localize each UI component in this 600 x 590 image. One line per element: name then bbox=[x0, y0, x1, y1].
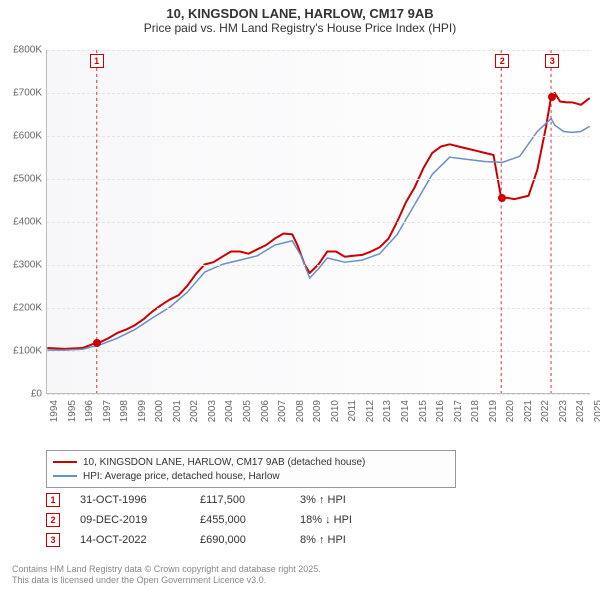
sale-marker-box: 3 bbox=[545, 54, 559, 68]
y-axis-label: £600K bbox=[0, 131, 42, 142]
sales-row-delta: 8% ↑ HPI bbox=[300, 534, 400, 546]
legend-row: 10, KINGSDON LANE, HARLOW, CM17 9AB (det… bbox=[53, 455, 449, 469]
sale-marker-box: 1 bbox=[90, 54, 104, 68]
series-line bbox=[47, 93, 589, 349]
footer-line-1: Contains HM Land Registry data © Crown c… bbox=[12, 564, 321, 575]
y-axis-label: £200K bbox=[0, 303, 42, 314]
sales-row-price: £117,500 bbox=[200, 494, 280, 506]
x-axis-label: 2025 bbox=[593, 400, 600, 422]
title-line-1: 10, KINGSDON LANE, HARLOW, CM17 9AB bbox=[10, 6, 590, 21]
footer-line-2: This data is licensed under the Open Gov… bbox=[12, 575, 321, 586]
y-gridline bbox=[47, 136, 590, 137]
legend-label: 10, KINGSDON LANE, HARLOW, CM17 9AB (det… bbox=[83, 457, 365, 468]
sales-row-date: 14-OCT-2022 bbox=[80, 534, 180, 546]
legend-row: HPI: Average price, detached house, Harl… bbox=[53, 469, 449, 483]
y-gridline bbox=[47, 222, 590, 223]
legend-swatch bbox=[53, 475, 77, 477]
y-gridline bbox=[47, 351, 590, 352]
y-axis-label: £800K bbox=[0, 45, 42, 56]
legend: 10, KINGSDON LANE, HARLOW, CM17 9AB (det… bbox=[46, 450, 456, 488]
sale-marker-dot bbox=[93, 339, 101, 347]
sales-row-marker: 1 bbox=[46, 493, 60, 507]
footer-attribution: Contains HM Land Registry data © Crown c… bbox=[12, 564, 321, 587]
sales-row-date: 31-OCT-1996 bbox=[80, 494, 180, 506]
y-axis-label: £400K bbox=[0, 217, 42, 228]
y-gridline bbox=[47, 265, 590, 266]
chart-title: 10, KINGSDON LANE, HARLOW, CM17 9AB Pric… bbox=[0, 0, 600, 37]
y-axis-label: £700K bbox=[0, 88, 42, 99]
sales-row-marker: 2 bbox=[46, 513, 60, 527]
sales-row-price: £455,000 bbox=[200, 514, 280, 526]
y-gridline bbox=[47, 308, 590, 309]
sales-row-delta: 3% ↑ HPI bbox=[300, 494, 400, 506]
sales-table-row: 2 09-DEC-2019 £455,000 18% ↓ HPI bbox=[46, 510, 400, 530]
series-line bbox=[47, 119, 589, 351]
y-axis-label: £300K bbox=[0, 260, 42, 271]
sale-marker-dot bbox=[498, 194, 506, 202]
y-axis-label: £500K bbox=[0, 174, 42, 185]
y-gridline bbox=[47, 394, 590, 395]
sales-table-row: 1 31-OCT-1996 £117,500 3% ↑ HPI bbox=[46, 490, 400, 510]
y-axis-label: £100K bbox=[0, 346, 42, 357]
y-gridline bbox=[47, 179, 590, 180]
title-line-2: Price paid vs. HM Land Registry's House … bbox=[10, 21, 590, 35]
sale-marker-box: 2 bbox=[495, 54, 509, 68]
sales-row-price: £690,000 bbox=[200, 534, 280, 546]
legend-label: HPI: Average price, detached house, Harl… bbox=[83, 471, 280, 482]
y-gridline bbox=[47, 50, 590, 51]
sales-row-date: 09-DEC-2019 bbox=[80, 514, 180, 526]
chart-area: 1 2 3 £0 £100K £200K £300K £400K £500K £600K £700… bbox=[0, 44, 600, 444]
legend-swatch bbox=[53, 461, 77, 463]
sales-row-marker: 3 bbox=[46, 533, 60, 547]
plot-region: 1 2 3 bbox=[46, 50, 590, 394]
y-axis-label: £0 bbox=[0, 389, 42, 400]
sale-marker-dot bbox=[548, 93, 556, 101]
sales-table: 1 31-OCT-1996 £117,500 3% ↑ HPI 2 09-DEC-2019… bbox=[46, 490, 400, 550]
sales-row-delta: 18% ↓ HPI bbox=[300, 514, 400, 526]
y-gridline bbox=[47, 93, 590, 94]
sales-table-row: 3 14-OCT-2022 £690,000 8% ↑ HPI bbox=[46, 530, 400, 550]
